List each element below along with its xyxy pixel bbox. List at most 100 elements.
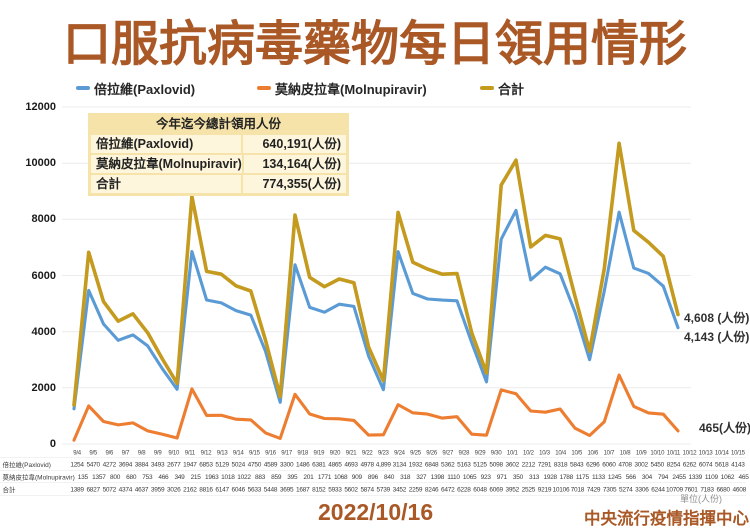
- value-cell: 4693: [344, 460, 358, 468]
- date-header-cell: 10/15: [730, 448, 745, 456]
- value-cell: 1065: [462, 472, 477, 481]
- value-cell: 1022: [237, 472, 251, 481]
- annotation-total-latest: 4,608 (人份): [684, 311, 750, 325]
- y-axis-tick-label: 10000: [25, 157, 56, 170]
- value-cell: 5618: [715, 460, 729, 468]
- value-cell: 4708: [618, 460, 632, 468]
- value-cell: 4143: [731, 460, 745, 468]
- value-cell: 6228: [457, 485, 471, 493]
- date-header-cell: 9/13: [216, 448, 228, 456]
- value-cell: 5125: [473, 460, 487, 468]
- value-cell: 1928: [543, 472, 557, 481]
- table-row: 合計 1389 6827 5072 4374 4637 3959 3026 2162 8816 61…: [0, 483, 746, 496]
- value-cell: 5448: [263, 485, 278, 493]
- value-cell: 2455: [672, 472, 686, 481]
- value-cell: 10709: [666, 485, 683, 493]
- date-header-cell: 9/15: [249, 448, 260, 456]
- value-cell: 3959: [150, 485, 165, 493]
- value-cell: 2212: [521, 460, 536, 468]
- footer-date: 2022/10/16: [318, 499, 434, 525]
- value-cell: 135: [77, 472, 88, 481]
- legend-label-molnupiravir: 莫納皮拉韋(Molnupiravir): [275, 81, 427, 97]
- value-cell: 2162: [183, 485, 197, 493]
- value-cell: 5072: [102, 485, 117, 493]
- date-header-cell: 10/11: [666, 448, 681, 456]
- value-cell: 7183: [700, 485, 714, 493]
- date-header-cell: 9/22: [361, 448, 373, 456]
- value-cell: 971: [496, 472, 507, 481]
- y-axis-labels: 0 2000 4000 6000 8000 10000 12000: [0, 0, 56, 460]
- value-cell: 6048: [473, 485, 487, 493]
- value-cell: 1062: [720, 472, 735, 481]
- value-cell: 4978: [360, 460, 374, 468]
- y-axis-tick-label: 12000: [25, 101, 56, 113]
- value-cell: 466: [158, 472, 169, 481]
- value-cell: 4,899: [375, 460, 391, 468]
- value-cell: 349: [174, 472, 185, 481]
- value-cell: 8816: [199, 485, 213, 493]
- value-cell: 6147: [215, 485, 229, 493]
- value-cell: 5933: [328, 485, 342, 493]
- value-cell: 896: [367, 472, 378, 481]
- date-header-cell: 10/2: [523, 448, 534, 456]
- table-row: 莫納皮拉韋(Molnupiravir) 135 1357 800 680 753 466 34…: [0, 471, 749, 483]
- date-header-cell: 9/25: [410, 448, 421, 456]
- value-cell: 6381: [312, 460, 326, 468]
- value-cell: 1254: [70, 460, 84, 468]
- value-cell: 566: [625, 472, 636, 481]
- value-cell: 6074: [698, 460, 713, 468]
- date-header-cell: 9/8: [137, 448, 146, 456]
- value-cell: 2677: [167, 460, 181, 468]
- value-cell: 5470: [86, 460, 100, 468]
- date-header-cell: 10/5: [571, 448, 583, 456]
- value-cell: 5024: [231, 460, 246, 468]
- value-cell: 909: [351, 472, 362, 481]
- date-header-cell: 10/9: [635, 448, 647, 456]
- date-header-cell: 9/9: [153, 448, 162, 456]
- value-cell: 3300: [279, 460, 294, 468]
- molnupiravir-line-swatch: [257, 86, 271, 90]
- date-header-cell: 10/7: [603, 448, 615, 456]
- date-header-cell: 9/10: [168, 448, 180, 456]
- date-header-cell: 9/19: [313, 448, 325, 456]
- date-header-cell: 10/10: [650, 448, 665, 456]
- date-header-cell: 9/20: [329, 448, 341, 456]
- summary-label-total: 合計: [96, 175, 243, 193]
- value-cell: 794: [657, 472, 669, 481]
- value-cell: 3452: [392, 485, 407, 493]
- value-cell: 1398: [430, 472, 445, 481]
- unit-label: 單位(人份): [680, 494, 722, 504]
- value-cell: 5450: [650, 460, 665, 468]
- value-cell: 2525: [521, 485, 536, 493]
- value-cell: 6060: [602, 460, 616, 468]
- value-cell: 5362: [441, 460, 455, 468]
- date-header-cell: 10/3: [539, 448, 550, 456]
- value-cell: 7018: [570, 485, 585, 493]
- value-cell: 7601: [684, 485, 698, 493]
- table-row-label: 莫納皮拉韋(Molnupiravir): [2, 473, 75, 481]
- value-cell: 7305: [602, 485, 617, 493]
- summary-row-molnupiravir: 莫納皮拉韋(Molnupiravir) 134,164(人份): [91, 155, 346, 173]
- value-cell: 6472: [441, 485, 455, 493]
- summary-label-paxlovid: 倍拉維(Paxlovid): [96, 135, 243, 153]
- value-cell: 3602: [505, 460, 519, 468]
- value-cell: 5739: [376, 485, 391, 493]
- value-cell: 4637: [134, 485, 149, 493]
- table-header-row: 9/4 9/5 9/6 9/7 9/8 9/9 9/10 9/11 9/12 9/13 9/14 9/…: [0, 447, 746, 458]
- value-cell: 7429: [586, 485, 601, 493]
- value-cell: 7291: [537, 460, 552, 468]
- date-header-cell: 9/23: [377, 448, 389, 456]
- data-table: 9/4 9/5 9/6 9/7 9/8 9/9 9/10 9/11 9/12 9/13 9/14 9/…: [0, 447, 749, 496]
- date-header-cell: 9/11: [184, 448, 195, 456]
- date-header-cell: 9/14: [232, 448, 244, 456]
- value-cell: 923: [480, 472, 491, 481]
- value-cell: 4750: [247, 460, 262, 468]
- date-header-cell: 9/12: [200, 448, 212, 456]
- date-header-cell: 9/6: [105, 448, 114, 456]
- legend-label-paxlovid: 倍拉維(Paxlovid): [94, 81, 196, 97]
- value-cell: 6069: [489, 485, 503, 493]
- value-cell: 6827: [86, 485, 100, 493]
- date-header-cell: 9/5: [89, 448, 97, 456]
- y-axis-tick-label: 8000: [31, 213, 56, 226]
